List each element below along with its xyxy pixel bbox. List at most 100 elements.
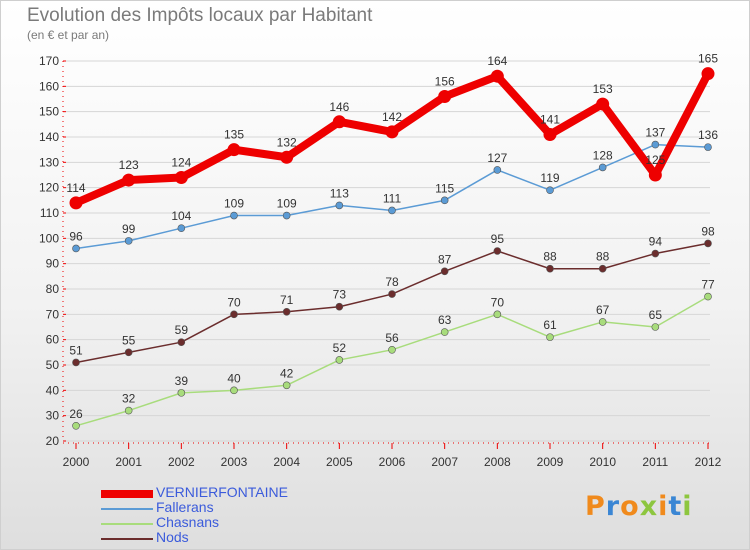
point-chasnans-2004: [282, 381, 291, 390]
data-label-chasnans-2007: 63: [438, 313, 452, 327]
data-label-fallerans-2003: 109: [224, 197, 244, 211]
data-label-fallerans-2005: 113: [330, 186, 349, 200]
data-label-nods-2005: 73: [333, 288, 347, 302]
point-chasnans-2012: [704, 292, 712, 301]
point-nods-2005: [335, 302, 344, 311]
data-label-chasnans-2002: 39: [175, 374, 189, 388]
point-vernierfontaine-2001: [122, 173, 136, 187]
ytick-label-50: 50: [46, 358, 60, 372]
data-label-fallerans-2000: 96: [69, 229, 83, 243]
data-label-nods-2009: 88: [543, 250, 557, 264]
xtick-label-2012: 2012: [695, 455, 722, 469]
point-chasnans-2005: [335, 356, 344, 364]
point-chasnans-2008: [493, 310, 502, 319]
logo-letter: P: [585, 491, 606, 522]
data-label-chasnans-2003: 40: [227, 371, 241, 385]
data-label-vernierfontaine-2012: 165: [698, 52, 718, 66]
point-fallerans-2007: [440, 196, 449, 205]
proxiti-logo: Proxiti: [585, 491, 693, 522]
data-label-fallerans-2010: 128: [593, 148, 613, 162]
xtick-label-2009: 2009: [537, 455, 564, 469]
point-chasnans-2007: [440, 328, 449, 336]
data-label-vernierfontaine-2002: 124: [171, 156, 191, 170]
chart-subtitle: (en € et par an): [27, 28, 110, 42]
point-vernierfontaine-2007: [438, 89, 452, 103]
data-label-chasnans-2006: 56: [385, 331, 399, 345]
point-nods-2000: [72, 358, 80, 367]
xtick-label-2000: 2000: [63, 455, 90, 469]
ytick-label-30: 30: [46, 409, 60, 423]
point-nods-2004: [282, 307, 291, 316]
xtick-label-2008: 2008: [484, 455, 511, 469]
data-label-vernierfontaine-2003: 135: [224, 128, 244, 142]
legend-swatch-nods: [101, 538, 153, 540]
data-label-chasnans-2000: 26: [69, 407, 83, 421]
point-vernierfontaine-2012: [701, 67, 715, 81]
data-label-nods-2002: 59: [175, 323, 189, 337]
xtick-label-2006: 2006: [379, 455, 406, 469]
ytick-label-90: 90: [46, 257, 60, 271]
point-vernierfontaine-2003: [227, 143, 241, 157]
point-nods-2002: [177, 338, 186, 347]
point-vernierfontaine-2009: [543, 127, 557, 141]
data-label-nods-2004: 71: [280, 293, 294, 307]
ytick-label-130: 130: [39, 155, 59, 169]
point-chasnans-2000: [72, 421, 80, 430]
data-label-nods-2008: 95: [491, 232, 505, 246]
data-label-fallerans-2008: 127: [487, 151, 507, 165]
ytick-label-170: 170: [39, 54, 59, 68]
ytick-label-40: 40: [46, 383, 60, 397]
logo-letter: i: [682, 491, 693, 522]
data-label-vernierfontaine-2004: 132: [277, 135, 297, 149]
ytick-label-70: 70: [46, 307, 60, 321]
xtick-label-2003: 2003: [221, 455, 248, 469]
point-chasnans-2006: [388, 345, 396, 354]
point-nods-2008: [493, 247, 502, 255]
data-label-fallerans-2011: 137: [645, 126, 665, 140]
data-label-nods-2006: 78: [385, 275, 399, 289]
point-nods-2011: [651, 249, 660, 258]
xtick-label-2005: 2005: [326, 455, 353, 469]
ytick-label-110: 110: [40, 206, 59, 220]
point-vernierfontaine-2008: [490, 69, 504, 83]
logo-letter: i: [658, 491, 669, 522]
legend-label-nods: Nods: [156, 529, 189, 545]
data-label-chasnans-2009: 61: [543, 318, 557, 332]
point-vernierfontaine-2010: [596, 97, 610, 111]
data-label-fallerans-2007: 115: [435, 181, 454, 195]
logo-letter: t: [668, 491, 683, 522]
point-fallerans-2003: [230, 211, 238, 220]
data-label-vernierfontaine-2008: 164: [487, 54, 507, 68]
data-label-fallerans-2001: 99: [122, 222, 136, 236]
point-chasnans-2001: [124, 406, 133, 415]
data-label-chasnans-2005: 52: [333, 341, 347, 355]
legend-swatch-chasnans: [101, 523, 153, 525]
data-label-nods-2011: 94: [649, 235, 663, 249]
data-label-fallerans-2009: 119: [540, 171, 559, 185]
ytick-label-150: 150: [39, 105, 59, 119]
point-chasnans-2011: [651, 323, 660, 331]
point-fallerans-2002: [177, 224, 186, 232]
data-label-vernierfontaine-2010: 153: [593, 82, 613, 96]
data-label-chasnans-2011: 65: [649, 308, 663, 322]
legend-swatch-vernierfontaine: [101, 490, 153, 498]
point-vernierfontaine-2011: [648, 168, 662, 182]
xtick-label-2007: 2007: [431, 455, 458, 469]
legend-label-fallerans: Fallerans: [156, 499, 214, 515]
ytick-label-100: 100: [39, 231, 59, 245]
ytick-label-120: 120: [39, 181, 59, 195]
point-fallerans-2012: [704, 143, 712, 151]
point-fallerans-2011: [651, 140, 660, 149]
point-fallerans-2004: [282, 211, 291, 220]
point-chasnans-2010: [598, 318, 607, 326]
data-label-vernierfontaine-2009: 141: [540, 112, 560, 126]
ytick-label-160: 160: [39, 79, 59, 93]
xtick-label-2010: 2010: [589, 455, 616, 469]
point-chasnans-2002: [177, 389, 186, 397]
data-label-vernierfontaine-2000: 114: [66, 181, 85, 195]
point-fallerans-2010: [598, 163, 607, 172]
legend-swatch-fallerans: [101, 508, 153, 510]
xtick-label-2002: 2002: [168, 455, 195, 469]
point-vernierfontaine-2004: [280, 150, 294, 164]
